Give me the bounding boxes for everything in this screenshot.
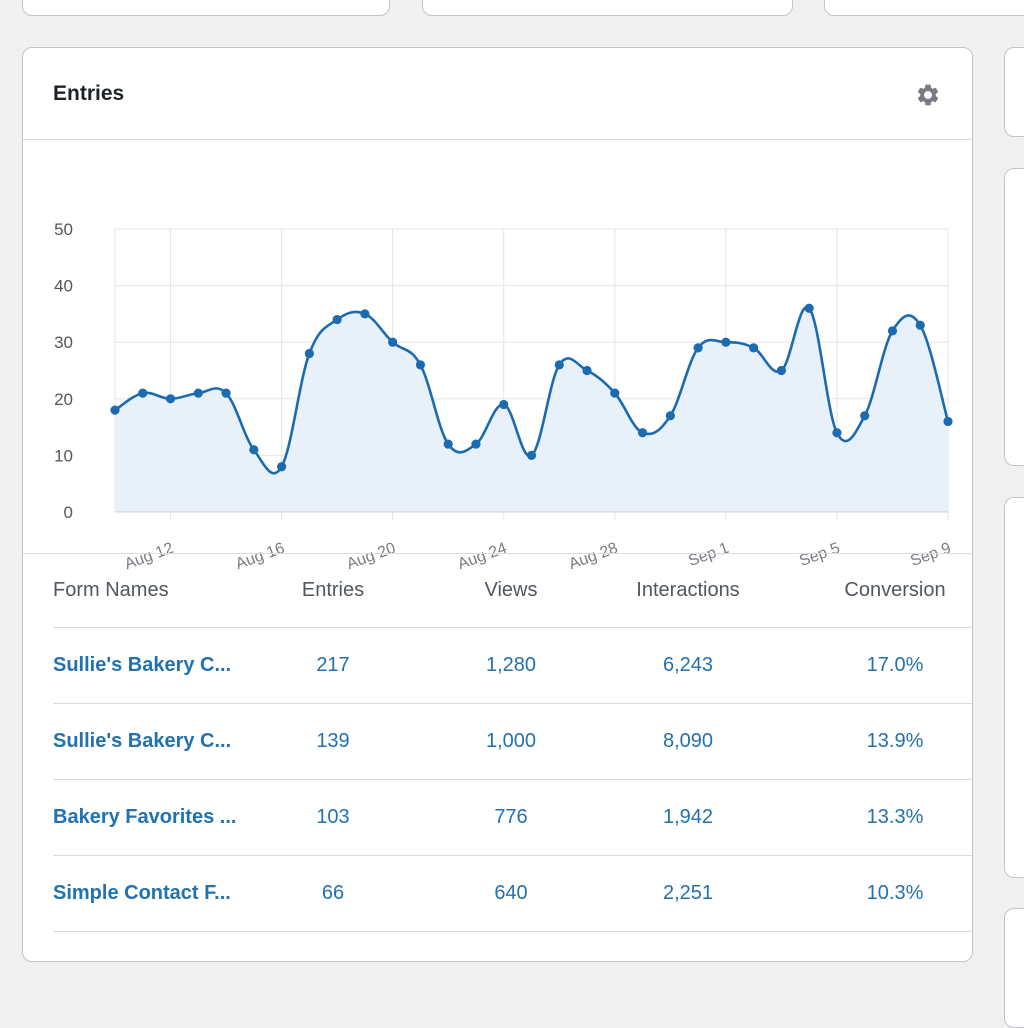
data-point bbox=[165, 394, 176, 404]
side-card-1 bbox=[1004, 47, 1024, 137]
data-point bbox=[471, 439, 481, 449]
entries-value: 139 bbox=[316, 730, 350, 752]
y-tick-label: 50 bbox=[54, 220, 73, 239]
y-tick-label: 30 bbox=[54, 333, 73, 352]
y-tick-label: 20 bbox=[54, 390, 73, 409]
conversion-value: 17.0% bbox=[866, 654, 924, 676]
data-point bbox=[193, 388, 203, 398]
y-tick-label: 0 bbox=[64, 503, 73, 522]
interactions-value: 2,251 bbox=[662, 882, 714, 904]
data-point bbox=[693, 343, 703, 353]
entries-card: Entries 0 10 20 30 40 50 Aug 12 Aug 16 Aug 20 Aug… bbox=[22, 47, 973, 962]
conversion-value: 10.3% bbox=[866, 882, 924, 904]
data-point bbox=[665, 411, 675, 421]
side-card-4 bbox=[1004, 908, 1024, 1028]
header-entries[interactable]: Entries bbox=[301, 579, 365, 601]
gear-icon[interactable] bbox=[915, 82, 941, 108]
top-card-1 bbox=[22, 0, 390, 16]
data-point bbox=[582, 365, 592, 376]
data-point bbox=[526, 450, 537, 460]
header-form-names[interactable]: Form Names bbox=[53, 579, 169, 601]
data-point bbox=[415, 360, 426, 370]
conversion-value: 13.9% bbox=[866, 730, 924, 752]
data-point bbox=[499, 399, 509, 410]
forms-table: Form Names Entries Views Interactions Co… bbox=[23, 553, 972, 932]
data-point bbox=[360, 309, 370, 319]
form-name-link[interactable]: Sullie's Bakery C... bbox=[53, 654, 232, 676]
data-point bbox=[832, 428, 842, 438]
top-card-3 bbox=[824, 0, 1024, 16]
series-line bbox=[114, 305, 950, 475]
form-name-link[interactable]: Bakery Favorites ... bbox=[53, 806, 237, 828]
data-point bbox=[332, 314, 342, 325]
views-value: 1,280 bbox=[485, 654, 537, 676]
y-tick-label: 40 bbox=[54, 277, 73, 296]
entries-value: 217 bbox=[316, 654, 350, 676]
header-views[interactable]: Views bbox=[484, 579, 538, 601]
data-point bbox=[915, 320, 925, 330]
data-point bbox=[388, 337, 398, 347]
entries-value: 66 bbox=[321, 882, 345, 904]
data-point bbox=[110, 405, 120, 415]
data-point bbox=[637, 428, 648, 438]
interactions-value: 8,090 bbox=[662, 730, 714, 752]
header-interactions[interactable]: Interactions bbox=[636, 579, 740, 601]
data-point bbox=[304, 348, 314, 359]
data-point bbox=[943, 416, 953, 427]
header-conversion[interactable]: Conversion bbox=[844, 579, 946, 601]
data-point bbox=[749, 343, 759, 353]
entries-value: 103 bbox=[316, 806, 350, 828]
top-card-2 bbox=[422, 0, 793, 16]
table-row: Sullie's Bakery C... 217 1,280 6,243 17.… bbox=[53, 628, 972, 704]
side-card-3 bbox=[1004, 497, 1024, 878]
side-card-2 bbox=[1004, 168, 1024, 466]
data-point bbox=[138, 388, 148, 398]
table-row: Simple Contact F... 66 640 2,251 10.3% bbox=[53, 856, 972, 932]
data-point bbox=[443, 439, 453, 449]
data-point bbox=[249, 445, 259, 455]
interactions-value: 6,243 bbox=[662, 654, 714, 676]
form-name-link[interactable]: Simple Contact F... bbox=[53, 882, 231, 904]
views-value: 640 bbox=[494, 882, 528, 904]
data-point bbox=[860, 411, 870, 421]
data-point bbox=[277, 462, 287, 472]
series-area bbox=[115, 306, 948, 512]
data-point bbox=[721, 337, 731, 347]
table-header: Form Names Entries Views Interactions Co… bbox=[53, 554, 972, 628]
data-point bbox=[804, 303, 814, 313]
table-row: Sullie's Bakery C... 139 1,000 8,090 13.… bbox=[53, 704, 972, 780]
card-title: Entries bbox=[53, 82, 125, 105]
entries-chart: 0 10 20 30 40 50 Aug 12 Aug 16 Aug 20 Aug 24 Aug 2… bbox=[23, 140, 972, 600]
conversion-value: 13.3% bbox=[866, 806, 924, 828]
y-tick-label: 10 bbox=[54, 446, 73, 465]
views-value: 1,000 bbox=[485, 730, 537, 752]
data-point bbox=[221, 388, 231, 398]
data-point bbox=[554, 360, 564, 370]
card-header: Entries bbox=[23, 48, 972, 140]
data-point bbox=[887, 326, 898, 336]
form-name-link[interactable]: Sullie's Bakery C... bbox=[53, 730, 232, 752]
interactions-value: 1,942 bbox=[662, 806, 714, 828]
views-value: 776 bbox=[494, 806, 528, 828]
data-point bbox=[610, 388, 620, 398]
data-point bbox=[776, 365, 787, 376]
table-row: Bakery Favorites ... 103 776 1,942 13.3% bbox=[53, 780, 972, 856]
